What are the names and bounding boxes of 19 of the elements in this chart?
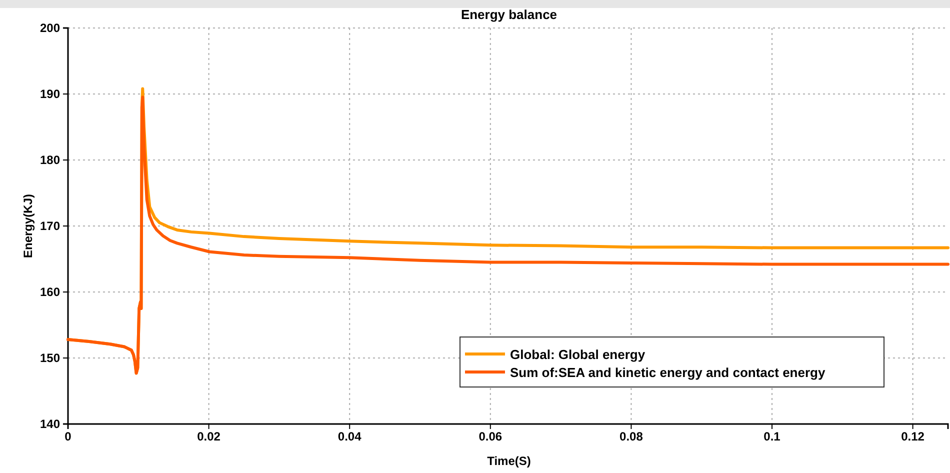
- y-tick-label: 150: [40, 350, 60, 365]
- x-tick-label: 0.06: [478, 430, 502, 444]
- y-tick-label: 160: [40, 284, 60, 299]
- y-tick-label: 140: [40, 416, 60, 431]
- x-axis-title: Time(S): [487, 454, 531, 468]
- x-tick-label: 0.12: [901, 430, 925, 444]
- y-tick-label: 190: [40, 86, 60, 101]
- x-tick-label: 0.1: [764, 430, 781, 444]
- x-tick-label: 0.08: [620, 430, 644, 444]
- y-axis-title: Energy(KJ): [21, 194, 35, 258]
- x-tick-label: 0: [64, 430, 72, 444]
- legend-label: Global: Global energy: [510, 347, 646, 362]
- y-tick-label: 170: [40, 218, 60, 233]
- chart-title: Energy balance: [460, 7, 558, 22]
- legend-label: Sum of:SEA and kinetic energy and contact energy: [510, 365, 826, 380]
- x-tick-label: 0.02: [197, 430, 221, 444]
- x-tick-label: 0.04: [338, 430, 362, 444]
- y-tick-label: 180: [40, 152, 60, 167]
- y-tick-label: 200: [40, 20, 60, 35]
